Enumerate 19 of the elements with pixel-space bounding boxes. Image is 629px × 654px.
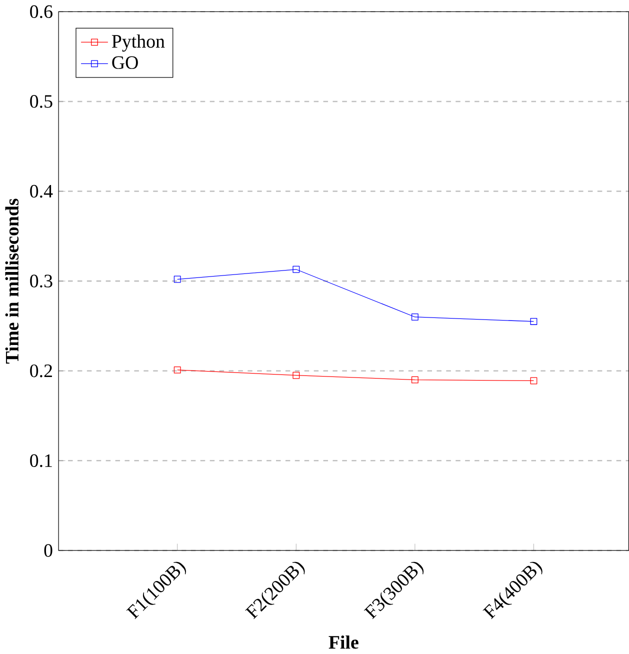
point bbox=[411, 376, 418, 384]
y-tick-label: 0.6 bbox=[30, 5, 52, 18]
y-tick-label: 0.4 bbox=[30, 184, 53, 198]
point bbox=[411, 314, 418, 320]
y-tick-label: 0.2 bbox=[30, 364, 52, 378]
point bbox=[174, 276, 181, 283]
legend-label: Python bbox=[112, 34, 165, 52]
point bbox=[530, 377, 537, 384]
y-tick-label: 0.5 bbox=[30, 95, 52, 108]
y-axis-title: Time in milliseconds bbox=[5, 198, 18, 364]
point bbox=[174, 366, 181, 374]
y-tick-label: 0.1 bbox=[30, 454, 52, 468]
y-tick-label: 0 bbox=[44, 544, 52, 557]
y-tick-label: 0.3 bbox=[30, 274, 52, 288]
x-axis-title: File bbox=[328, 635, 358, 649]
legend-label: GO bbox=[112, 56, 138, 69]
point bbox=[292, 372, 300, 379]
point bbox=[530, 318, 537, 325]
point bbox=[292, 266, 300, 273]
